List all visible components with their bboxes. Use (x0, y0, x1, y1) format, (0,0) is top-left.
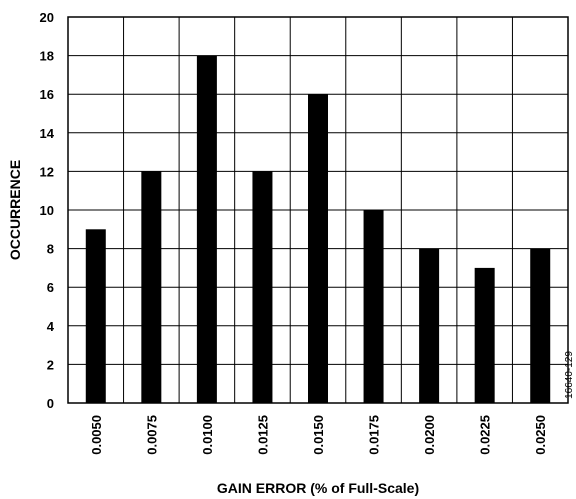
bars (85, 55, 551, 403)
bar-0.0050 (85, 229, 106, 403)
y-tick-label: 14 (40, 126, 55, 141)
y-tick-label: 8 (47, 242, 54, 257)
y-tick-label: 4 (47, 319, 55, 334)
x-tick-label: 0.0075 (144, 415, 159, 455)
bar-0.0125 (252, 171, 273, 403)
y-tick-label: 0 (47, 396, 54, 411)
bar-0.0100 (196, 55, 217, 403)
x-tick-label: 0.0125 (255, 415, 270, 455)
bar-0.0200 (419, 248, 440, 403)
y-tick-labels: 0 2 4 6 8 10 12 14 16 18 20 (40, 10, 55, 411)
y-axis-label: OCCURRENCE (7, 160, 23, 260)
x-tick-label: 0.0150 (311, 415, 326, 455)
y-tick-label: 12 (40, 164, 54, 179)
bar-0.0225 (474, 267, 495, 403)
bar-0.0150 (308, 94, 328, 403)
bar-0.0175 (363, 210, 384, 403)
y-tick-label: 20 (40, 10, 54, 25)
y-tick-label: 18 (40, 49, 54, 64)
x-tick-label: 0.0175 (367, 415, 382, 455)
y-tick-label: 6 (47, 280, 54, 295)
x-tick-label: 0.0050 (89, 415, 104, 455)
x-tick-labels: 0.0050 0.0075 0.0100 0.0125 0.0150 0.0175 0.02… (89, 415, 548, 455)
bar-0.0250 (530, 248, 551, 403)
x-tick-label: 0.0200 (422, 415, 437, 455)
x-axis-label: GAIN ERROR (% of Full-Scale) (217, 480, 419, 496)
plot-frame (67, 16, 569, 404)
x-tick-label: 0.0100 (200, 415, 215, 455)
y-tick-label: 2 (47, 357, 54, 372)
bar-0.0075 (141, 171, 162, 403)
figure-id: 16640-129 (564, 351, 575, 399)
y-tick-label: 10 (40, 203, 54, 218)
y-tick-label: 16 (40, 87, 54, 102)
x-tick-label: 0.0250 (533, 415, 548, 455)
x-tick-label: 0.0225 (478, 415, 493, 455)
